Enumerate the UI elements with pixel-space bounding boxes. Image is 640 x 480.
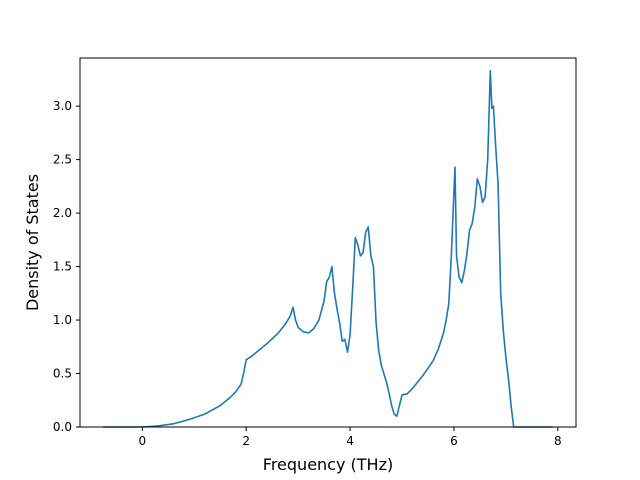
y-tick-label: 2.5 [53, 153, 72, 167]
x-tick-label: 4 [346, 434, 354, 448]
x-tick-label: 8 [554, 434, 562, 448]
y-tick-label: 0.5 [53, 367, 72, 381]
x-tick-label: 0 [139, 434, 147, 448]
plot-frame [79, 57, 577, 428]
y-tick-label: 2.0 [53, 206, 72, 220]
x-tick-label: 2 [242, 434, 250, 448]
y-axis-label: Density of States [23, 174, 42, 311]
y-tick-label: 1.0 [53, 313, 72, 327]
x-tick-label: 6 [450, 434, 458, 448]
y-tick-label: 1.5 [53, 260, 72, 274]
series-layer [102, 70, 554, 428]
y-tick-label: 0.0 [53, 420, 72, 434]
axis-ticks: 0 2 4 6 8 0.0 0.5 1.0 1.5 2.0 2.5 3.0 [53, 99, 562, 448]
plot-area [80, 58, 576, 427]
x-axis-label: Frequency (THz) [263, 455, 393, 474]
y-tick-label: 3.0 [53, 99, 72, 113]
dos-series-line [102, 70, 554, 428]
